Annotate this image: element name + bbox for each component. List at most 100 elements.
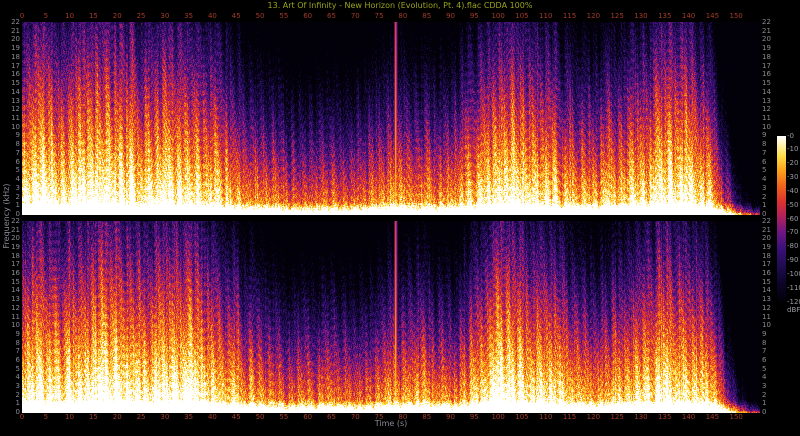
freq-tick-label: 11	[762, 312, 771, 321]
time-tick-label: 125	[610, 413, 624, 421]
db-tick-label: -40	[787, 186, 799, 195]
freq-tick-label: 7	[762, 148, 767, 157]
freq-tick-label: 0	[15, 408, 20, 416]
freq-tick-label: 5	[762, 364, 767, 373]
time-tick-label: 35	[184, 413, 194, 421]
freq-tick-label: 20	[762, 35, 771, 44]
time-tick-label: 125	[610, 12, 624, 20]
freq-tick-label: 8	[762, 140, 767, 149]
freq-tick-label: 8	[15, 338, 20, 347]
freq-tick-label: 16	[762, 70, 771, 79]
freq-tick-label: 17	[762, 260, 771, 269]
freq-tick-label: 2	[762, 390, 767, 399]
time-tick-label: 95	[469, 413, 479, 421]
freq-tick-label: 15	[762, 79, 771, 88]
freq-tick-label: 19	[11, 243, 20, 252]
time-tick-label: 25	[136, 12, 146, 20]
freq-tick-label: 1	[15, 399, 20, 408]
time-tick-label: 110	[539, 413, 553, 421]
time-tick-label: 105	[515, 12, 529, 20]
time-tick-label: 90	[446, 12, 455, 20]
freq-tick-label: 7	[15, 148, 20, 157]
time-tick-label: 10	[65, 12, 75, 20]
freq-tick-label: 12	[762, 105, 771, 114]
db-tick-label: -120	[787, 297, 800, 306]
time-tick-label: 0	[19, 12, 25, 20]
freq-tick-label: 4	[15, 175, 20, 184]
time-tick-label: 45	[231, 413, 241, 421]
freq-tick-label: 4	[15, 373, 20, 382]
freq-tick-label: 15	[11, 79, 20, 88]
colorbar	[777, 136, 786, 302]
time-tick-label: 130	[634, 12, 648, 20]
freq-tick-label: 21	[11, 225, 20, 234]
freq-tick-label: 14	[11, 286, 20, 295]
time-tick-label: 100	[491, 413, 505, 421]
freq-tick-label: 18	[762, 251, 771, 260]
freq-tick-label: 9	[15, 329, 20, 338]
freq-tick-label: 3	[762, 183, 767, 192]
time-tick-label: 150	[729, 413, 743, 421]
time-tick-label: 80	[398, 413, 408, 421]
time-tick-label: 110	[539, 12, 553, 20]
freq-tick-label: 12	[11, 303, 20, 312]
time-tick-label: 100	[491, 12, 505, 20]
time-tick-label: 120	[586, 413, 601, 421]
freq-tick-label: 22	[762, 217, 771, 225]
time-tick-label: 130	[634, 413, 648, 421]
freq-tick-label: 9	[762, 329, 767, 338]
time-tick-label: 145	[705, 413, 720, 421]
time-tick-label: 140	[681, 12, 696, 20]
freq-tick-label: 2	[15, 390, 20, 399]
freq-tick-label: 16	[11, 70, 20, 79]
freq-tick-label: 11	[11, 114, 20, 122]
db-tick-label: -10	[787, 145, 799, 154]
time-tick-label: 55	[279, 413, 289, 421]
time-tick-label: 25	[136, 413, 146, 421]
time-tick-label: 15	[88, 413, 98, 421]
time-tick-label: 90	[446, 413, 455, 421]
colorbar-unit: dBFS	[787, 306, 800, 314]
time-tick-label: 35	[184, 12, 194, 20]
freq-tick-label: 13	[11, 96, 20, 105]
freq-tick-label: 13	[762, 96, 771, 105]
page-title: 13. Art Of Infinity - New Horizon (Evolu…	[267, 1, 533, 10]
freq-tick-label: 5	[15, 364, 20, 373]
time-tick-label: 65	[327, 12, 336, 20]
time-tick-label: 120	[586, 12, 601, 20]
freq-tick-label: 17	[11, 260, 20, 269]
time-tick-label: 150	[729, 12, 743, 20]
freq-tick-label: 12	[11, 105, 20, 114]
freq-tick-label: 8	[762, 338, 767, 347]
db-tick-label: -30	[787, 173, 799, 181]
freq-tick-label: 10	[762, 122, 771, 131]
freq-tick-label: 19	[762, 44, 771, 53]
freq-tick-label: 11	[11, 312, 20, 321]
freq-axis-title: Frequency (kHz)	[2, 183, 11, 249]
time-tick-label: 75	[374, 12, 384, 20]
time-tick-label: 20	[112, 413, 122, 421]
freq-tick-label: 0	[15, 210, 20, 218]
freq-tick-label: 13	[11, 295, 20, 304]
freq-tick-label: 17	[762, 61, 771, 70]
freq-tick-label: 3	[762, 381, 767, 390]
freq-tick-label: 7	[762, 347, 767, 356]
time-tick-label: 70	[350, 12, 360, 20]
time-tick-label: 80	[398, 12, 408, 20]
freq-tick-label: 12	[762, 303, 771, 312]
freq-tick-label: 0	[762, 210, 767, 218]
db-tick-label: -70	[787, 228, 799, 237]
time-tick-label: 140	[681, 413, 696, 421]
freq-tick-label: 5	[15, 166, 20, 175]
freq-tick-label: 21	[762, 26, 771, 35]
freq-tick-label: 9	[15, 131, 20, 140]
time-tick-label: 5	[43, 413, 49, 421]
time-tick-label: 145	[705, 12, 720, 20]
freq-tick-label: 22	[11, 18, 20, 26]
time-tick-label: 135	[658, 12, 672, 20]
freq-tick-label: 20	[762, 234, 771, 243]
freq-tick-label: 14	[762, 87, 771, 96]
freq-tick-label: 16	[762, 269, 771, 278]
freq-tick-label: 7	[15, 347, 20, 356]
